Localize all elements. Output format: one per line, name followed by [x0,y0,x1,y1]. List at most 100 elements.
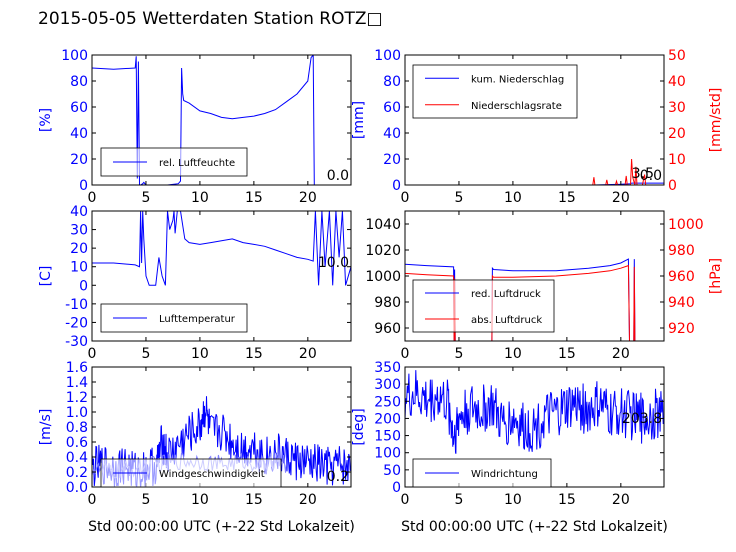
y-tick-label-right: 40 [668,74,686,90]
last-value-label: 0.0 [640,168,662,184]
y-tick-label: 250 [374,394,401,410]
legend: red. Luftdruck abs. Luftdruck [412,279,555,333]
y-tick-label: 30 [70,223,88,239]
y-tick-label: 40 [70,126,88,142]
x-tick-label: 5 [141,190,150,206]
y-tick-label: 300 [374,377,401,393]
series-group [405,258,664,341]
series-group [92,211,351,286]
y-tick-label-right: 20 [668,126,686,142]
x-tick-label: 0 [401,190,410,206]
legend-label: Windgeschwindigkeit [159,469,265,480]
y-tick-label: 1040 [365,217,401,233]
x-tick-label: 0 [88,346,97,362]
y-axis-label-right: [hPa] [708,258,724,294]
x-tick-label: 0 [401,492,410,508]
legend-label: abs. Luftdruck [471,315,542,326]
last-value-label: 0.0 [327,168,349,184]
y-tick-label: -10 [65,297,88,313]
y-tick-label: 980 [374,295,401,311]
x-tick-label: 20 [612,346,630,362]
legend-label: rel. Luftfeuchte [159,158,235,169]
legend-label: red. Luftdruck [471,289,541,300]
legend-label: Niederschlagsrate [471,101,562,112]
y-tick-label: 60 [70,100,88,116]
y-axis-label-right: [mm/std] [708,88,724,153]
x-tick-label: 15 [558,492,576,508]
legend: kum. Niederschlag Niederschlagsrate [412,64,578,119]
x-tick-label: 20 [299,190,317,206]
y-tick-label: 960 [374,321,401,337]
series-line-pressure-1 [405,264,664,341]
y-tick-label: 80 [70,74,88,90]
last-value-label: 0.2 [327,469,349,485]
x-tick-label: 5 [454,190,463,206]
y-axis-label: [C] [38,266,54,287]
y-tick-label-right: 940 [668,295,695,311]
x-tick-label: 10 [504,346,522,362]
series-group [405,158,664,185]
y-tick-label: 1.0 [66,405,88,421]
y-tick-label-right: 920 [668,321,695,337]
x-tick-label: 10 [191,492,209,508]
chart-temperature: 0 5 10 15 20 -30 -20 -10 0 10 20 30 40 [C] Lufttempera… [38,204,352,362]
y-tick-label-right: 980 [668,243,695,259]
x-tick-label: 0 [88,190,97,206]
figure-title: 2015-05-05 Wetterdaten Station ROTZ□ [38,9,383,29]
y-tick-label: -30 [65,334,88,350]
x-tick-label: 20 [299,492,317,508]
x-tick-label: 20 [612,190,630,206]
y-tick-label: 20 [70,152,88,168]
y-tick-label: 0 [392,178,401,194]
y-tick-label: 100 [374,48,401,64]
y-tick-label: 0 [79,278,88,294]
legend-box [412,279,555,333]
x-tick-label: 5 [141,346,150,362]
legend: Lufttemperatur [100,303,248,333]
y-tick-label: 1.2 [66,390,88,406]
x-tick-label: 10 [191,190,209,206]
x-tick-label: 15 [245,492,263,508]
series-line-precipitation-1 [405,158,664,185]
last-value-label-right: 3.5 [632,166,654,182]
y-tick-label: 10 [70,260,88,276]
x-tick-label: 15 [245,190,263,206]
series-line-temperature-0 [92,211,351,286]
y-tick-label: 1020 [365,243,401,259]
legend: rel. Luftfeuchte [100,147,248,177]
legend-label: kum. Niederschlag [471,74,564,85]
y-tick-label: 100 [61,48,88,64]
y-tick-label-right: 960 [668,269,695,285]
y-tick-label: 40 [70,204,88,220]
plot-frame [91,210,352,342]
y-tick-label: 40 [383,126,401,142]
y-axis-label: [mm] [351,101,367,139]
y-axis-label: [deg] [351,408,367,445]
y-tick-label: 1.4 [66,375,88,391]
y-tick-label: 0.0 [66,480,88,496]
x-axis-label: Std 00:00:00 UTC (+-22 Std Lokalzeit) [401,519,668,535]
y-tick-label: 200 [374,411,401,427]
y-tick-label: 0 [392,480,401,496]
y-tick-label-right: 0 [668,178,677,194]
last-value-label: 10.0 [318,255,349,271]
y-tick-label: 60 [383,100,401,116]
y-tick-label: 0.8 [66,420,88,436]
chart-pressure: 0 5 10 15 20 960 980 1000 1020 1040 920 940 960 980 10… [365,210,724,362]
last-value-label: 203.8 [622,411,662,427]
x-tick-label: 5 [454,346,463,362]
series-line-pressure-0 [405,258,664,341]
y-tick-label: 150 [374,429,401,445]
y-tick-label: 0 [79,178,88,194]
y-tick-label: 0.4 [66,450,88,466]
x-tick-label: 0 [88,492,97,508]
x-tick-label: 15 [558,346,576,362]
y-axis-label: [%] [38,108,54,132]
x-tick-label: 20 [612,492,630,508]
series-line-humidity-0 [92,55,351,185]
legend: Windgeschwindigkeit [100,458,282,488]
series-group [405,370,664,454]
y-tick-label: 350 [374,360,401,376]
legend-label: Lufttemperatur [159,314,236,325]
y-tick-label-right: 1000 [668,217,704,233]
